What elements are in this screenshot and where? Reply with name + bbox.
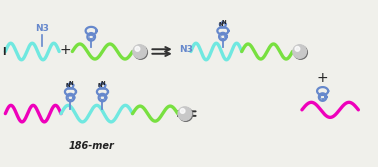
Circle shape bbox=[293, 45, 307, 58]
Circle shape bbox=[178, 107, 192, 120]
Text: N3: N3 bbox=[179, 45, 193, 54]
Circle shape bbox=[295, 46, 300, 51]
Text: +: + bbox=[60, 43, 71, 57]
Text: N: N bbox=[101, 81, 105, 86]
Text: +: + bbox=[317, 71, 328, 85]
Circle shape bbox=[133, 45, 146, 58]
Text: N: N bbox=[98, 83, 102, 88]
Circle shape bbox=[134, 46, 147, 59]
Circle shape bbox=[135, 46, 140, 51]
Circle shape bbox=[179, 108, 192, 121]
Text: N3: N3 bbox=[35, 24, 49, 33]
Text: N: N bbox=[221, 20, 226, 25]
Text: N: N bbox=[66, 83, 71, 88]
Text: N: N bbox=[69, 81, 73, 86]
Circle shape bbox=[180, 109, 185, 113]
Text: 186-mer: 186-mer bbox=[68, 141, 114, 151]
Text: N: N bbox=[218, 22, 223, 27]
Circle shape bbox=[294, 46, 307, 59]
Text: I: I bbox=[2, 46, 5, 56]
